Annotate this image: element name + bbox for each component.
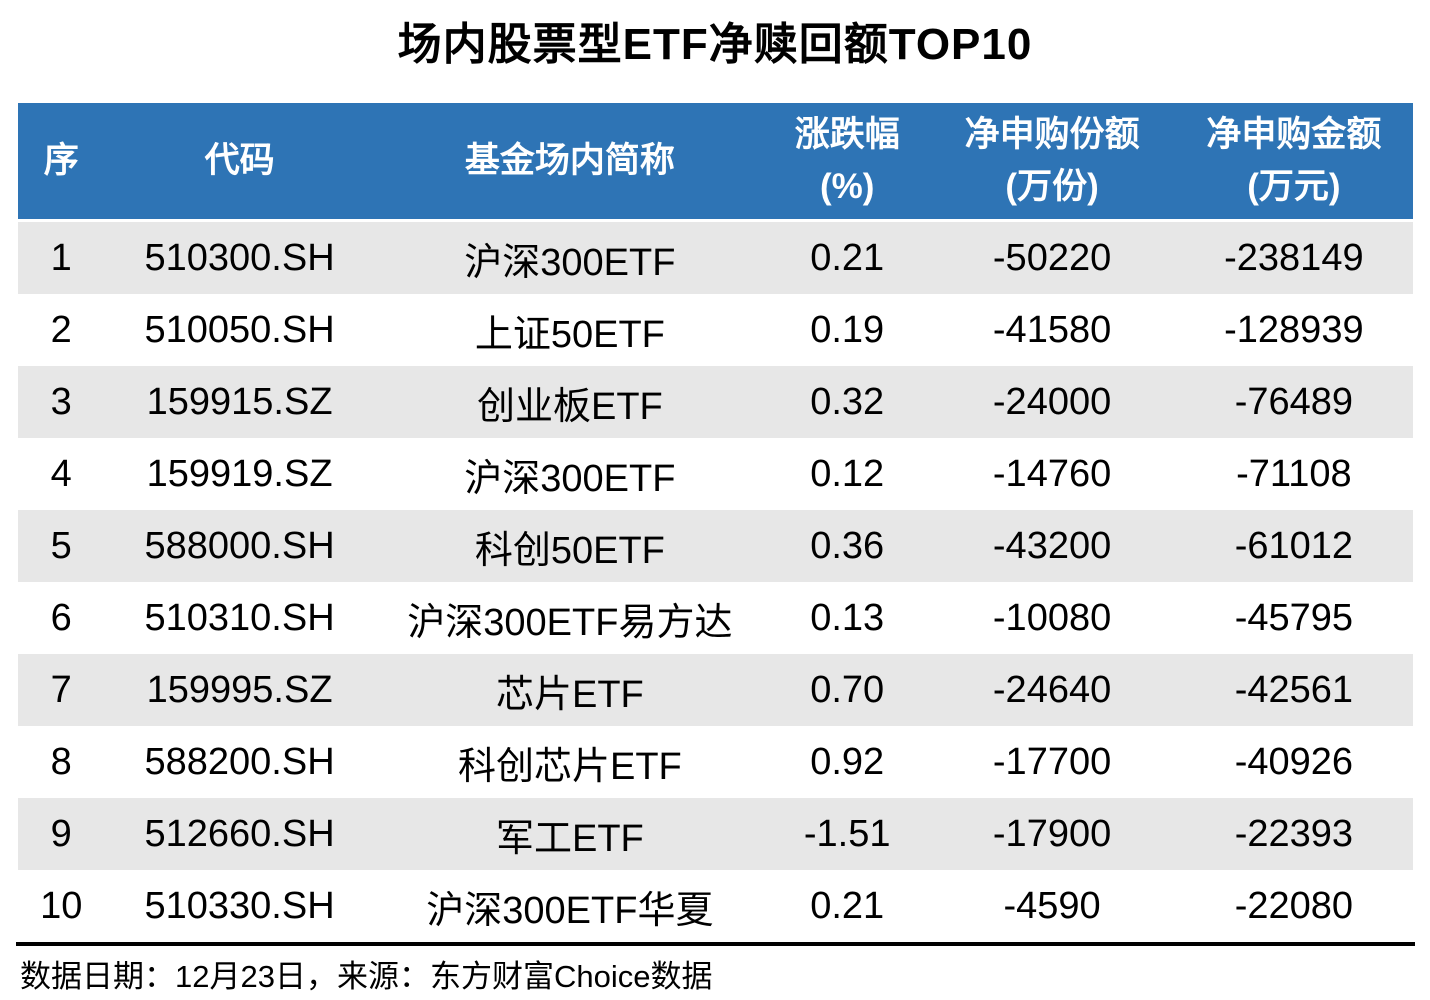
cell-code: 159995.SZ <box>146 668 333 711</box>
cell-code: 159919.SZ <box>146 452 333 495</box>
cell-net-shares: -43200 <box>992 524 1112 567</box>
table-row: 3 159915.SZ 创业板ETF 0.32 -24000 -76489 <box>18 366 1413 438</box>
column-header-change-pct-unit: (%) <box>819 167 875 206</box>
cell-net-shares: -24000 <box>992 380 1112 423</box>
column-header-net-shares: 净申购份额 (万份) <box>929 103 1174 219</box>
cell-net-shares: -50220 <box>992 236 1112 279</box>
cell-net-amount: -61012 <box>1234 524 1354 567</box>
table-row: 1 510300.SH 沪深300ETF 0.21 -50220 -238149 <box>18 222 1413 294</box>
column-header-fund-name: 基金场内简称 <box>375 103 765 219</box>
cell-rank: 1 <box>50 236 72 279</box>
cell-code: 588000.SH <box>144 524 335 567</box>
page-title: 场内股票型ETF净赎回额TOP10 <box>397 20 1033 69</box>
cell-net-shares: -4590 <box>1003 884 1101 927</box>
column-header-fund-name-label: 基金场内简称 <box>464 141 675 180</box>
cell-rank: 9 <box>50 812 72 855</box>
cell-change-pct: 0.12 <box>810 452 885 495</box>
cell-net-amount: -71108 <box>1236 452 1352 495</box>
cell-change-pct: 0.21 <box>810 236 885 279</box>
cell-net-amount: -45795 <box>1234 596 1354 639</box>
cell-fund-name: 军工ETF <box>495 817 644 860</box>
cell-change-pct: 0.70 <box>810 668 885 711</box>
cell-code: 512660.SH <box>144 812 335 855</box>
cell-net-shares: -17900 <box>992 812 1112 855</box>
cell-code: 588200.SH <box>144 740 335 783</box>
cell-net-shares: -17700 <box>992 740 1112 783</box>
cell-change-pct: 0.19 <box>810 308 885 351</box>
cell-rank: 4 <box>50 452 72 495</box>
cell-fund-name: 创业板ETF <box>476 385 663 428</box>
table-row: 4 159919.SZ 沪深300ETF 0.12 -14760 -71108 <box>18 438 1413 510</box>
column-header-rank: 序 <box>18 103 104 219</box>
table-row: 2 510050.SH 上证50ETF 0.19 -41580 -128939 <box>18 294 1413 366</box>
cell-change-pct: 0.13 <box>810 596 885 639</box>
column-header-change-pct: 涨跌幅 (%) <box>765 103 929 219</box>
table-row: 9 512660.SH 军工ETF -1.51 -17900 -22393 <box>18 798 1413 870</box>
column-header-code-label: 代码 <box>204 141 275 180</box>
table-body: 1 510300.SH 沪深300ETF 0.21 -50220 -238149 2 5100… <box>18 222 1413 942</box>
cell-net-shares: -10080 <box>992 596 1112 639</box>
etf-top10-table: 序 代码 基金场内简称 涨跌幅 (%) 净申购份额 (万份) 净申购金额 (万元… <box>18 103 1413 942</box>
cell-code: 510300.SH <box>144 236 335 279</box>
cell-fund-name: 芯片ETF <box>495 673 644 716</box>
column-header-code: 代码 <box>104 103 374 219</box>
table-row: 10 510330.SH 沪深300ETF华夏 0.21 -4590 -22080 <box>18 870 1413 942</box>
column-header-net-amount: 净申购金额 (万元) <box>1175 103 1413 219</box>
column-header-rank-label: 序 <box>43 141 79 180</box>
cell-fund-name: 上证50ETF <box>474 313 665 356</box>
cell-net-amount: -128939 <box>1224 308 1364 351</box>
column-header-net-amount-unit: (万元) <box>1247 167 1341 206</box>
footer-divider-line <box>16 942 1415 946</box>
cell-code: 510050.SH <box>144 308 335 351</box>
cell-net-amount: -40926 <box>1234 740 1354 783</box>
table-row: 8 588200.SH 科创芯片ETF 0.92 -17700 -40926 <box>18 726 1413 798</box>
column-header-net-shares-unit: (万份) <box>1005 167 1099 206</box>
cell-code: 510310.SH <box>144 596 335 639</box>
cell-fund-name: 沪深300ETF <box>464 457 676 500</box>
column-header-change-pct-label: 涨跌幅 <box>794 115 900 154</box>
cell-net-amount: -76489 <box>1234 380 1354 423</box>
cell-net-shares: -24640 <box>992 668 1112 711</box>
cell-change-pct: -1.51 <box>803 812 891 855</box>
cell-net-amount: -42561 <box>1234 668 1354 711</box>
table-row: 5 588000.SH 科创50ETF 0.36 -43200 -61012 <box>18 510 1413 582</box>
cell-code: 510330.SH <box>144 884 335 927</box>
data-source-note: 数据日期：12月23日，来源：东方财富Choice数据 <box>20 959 713 994</box>
cell-net-amount: -238149 <box>1224 236 1364 279</box>
cell-rank: 3 <box>50 380 72 423</box>
cell-net-shares: -14760 <box>992 452 1112 495</box>
cell-code: 159915.SZ <box>146 380 333 423</box>
cell-rank: 2 <box>50 308 72 351</box>
cell-change-pct: 0.32 <box>810 380 885 423</box>
cell-net-shares: -41580 <box>992 308 1112 351</box>
table-row: 6 510310.SH 沪深300ETF易方达 0.13 -10080 -45795 <box>18 582 1413 654</box>
cell-net-amount: -22393 <box>1234 812 1354 855</box>
cell-rank: 8 <box>50 740 72 783</box>
cell-fund-name: 科创50ETF <box>474 529 665 572</box>
cell-change-pct: 0.92 <box>810 740 885 783</box>
cell-net-amount: -22080 <box>1234 884 1354 927</box>
cell-fund-name: 沪深300ETF易方达 <box>407 601 733 644</box>
table-header-row: 序 代码 基金场内简称 涨跌幅 (%) 净申购份额 (万份) 净申购金额 (万元… <box>18 103 1413 222</box>
cell-change-pct: 0.21 <box>810 884 885 927</box>
cell-rank: 7 <box>50 668 72 711</box>
cell-rank: 10 <box>40 884 83 927</box>
cell-fund-name: 沪深300ETF <box>464 241 676 284</box>
cell-fund-name: 沪深300ETF华夏 <box>426 889 714 932</box>
column-header-net-shares-label: 净申购份额 <box>964 115 1140 154</box>
column-header-net-amount-label: 净申购金额 <box>1206 115 1382 154</box>
table-row: 7 159995.SZ 芯片ETF 0.70 -24640 -42561 <box>18 654 1413 726</box>
cell-rank: 6 <box>50 596 72 639</box>
cell-change-pct: 0.36 <box>810 524 885 567</box>
cell-rank: 5 <box>50 524 72 567</box>
cell-fund-name: 科创芯片ETF <box>457 745 682 788</box>
